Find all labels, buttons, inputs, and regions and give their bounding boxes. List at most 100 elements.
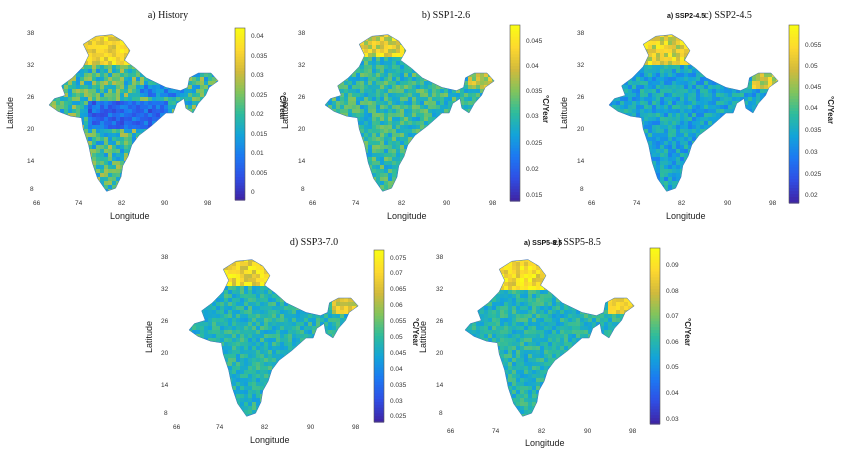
map-cell <box>144 105 149 110</box>
map-cell <box>356 185 361 190</box>
map-cell <box>140 65 145 70</box>
map-cell <box>408 69 413 74</box>
map-cell <box>408 34 413 38</box>
map-cell <box>360 145 365 150</box>
map-cell <box>156 77 161 82</box>
map-cell <box>376 49 381 54</box>
map-cell <box>160 105 165 110</box>
map-cell <box>44 109 48 113</box>
map-cell <box>632 49 637 54</box>
map-cell <box>676 133 681 138</box>
map-cell <box>624 53 629 58</box>
map-cell <box>444 173 449 178</box>
map-cell <box>688 69 693 74</box>
map-cell <box>436 189 441 192</box>
map-cell <box>88 85 93 90</box>
map-cell <box>196 173 201 178</box>
map-cell <box>92 97 97 102</box>
map-cell <box>80 169 85 174</box>
map-cell <box>460 165 465 170</box>
map-cell <box>720 65 725 70</box>
map-cell <box>616 57 621 62</box>
map-cell <box>436 145 441 150</box>
map-cell <box>472 105 477 110</box>
map-cell <box>652 93 657 98</box>
map-cell <box>320 73 324 77</box>
map-cell <box>628 41 633 46</box>
map-cell <box>200 41 205 46</box>
map-cell <box>732 125 737 130</box>
map-cell <box>76 125 81 130</box>
map-cell <box>40 105 44 109</box>
map-cell <box>208 97 213 102</box>
map-cell <box>320 189 324 193</box>
map-cell <box>480 141 485 146</box>
map-cell <box>660 89 665 94</box>
map-cell <box>328 177 333 182</box>
map-cell <box>152 49 157 54</box>
map-cell <box>636 45 641 50</box>
map-cell <box>184 41 189 46</box>
map-cell <box>176 97 181 102</box>
map-cell <box>432 189 437 192</box>
map-ssp126 <box>316 34 495 193</box>
map-cell <box>464 89 469 94</box>
map-cell <box>316 113 320 117</box>
map-cell <box>128 173 133 178</box>
map-cell <box>768 41 773 46</box>
map-cell <box>376 101 381 106</box>
map-cell <box>732 61 737 66</box>
map-cell <box>764 113 769 118</box>
map-cell <box>380 73 385 78</box>
colorbar-swatch <box>235 145 245 149</box>
map-cell <box>49 97 53 102</box>
map-cell <box>192 41 197 46</box>
map-cell <box>128 169 133 174</box>
map-cell <box>380 161 385 166</box>
map-cell <box>744 41 749 46</box>
map-cell <box>144 121 149 126</box>
map-cell <box>440 145 445 150</box>
map-cell <box>364 117 369 122</box>
map-cell <box>112 189 117 192</box>
map-cell <box>96 169 101 174</box>
map-cell <box>772 45 777 50</box>
map-cell <box>396 77 401 82</box>
colorbar-swatch <box>510 168 520 173</box>
map-grid <box>609 34 779 192</box>
map-cell <box>748 53 753 58</box>
map-cell <box>112 161 117 166</box>
map-cell <box>112 77 117 82</box>
map-cell <box>76 149 81 154</box>
map-cell <box>64 101 69 106</box>
map-cell <box>408 161 413 166</box>
map-cell <box>672 93 677 98</box>
map-cell <box>208 169 213 174</box>
map-cell <box>732 137 737 142</box>
map-cell <box>108 185 113 190</box>
map-cell <box>108 34 113 38</box>
map-cell <box>164 117 169 122</box>
map-cell <box>100 65 105 70</box>
map-cell <box>200 189 205 192</box>
map-cell <box>476 73 481 78</box>
map-cell <box>480 177 485 182</box>
map-cell <box>88 49 93 54</box>
map-cell <box>352 153 357 158</box>
map-cell <box>49 181 53 186</box>
map-cell <box>472 189 477 192</box>
map-cell <box>216 133 219 138</box>
map-cell <box>180 105 185 110</box>
map-cell <box>712 117 717 122</box>
map-cell <box>424 153 429 158</box>
map-cell <box>384 117 389 122</box>
map-cell <box>620 49 625 54</box>
map-cell <box>672 37 677 42</box>
map-cell <box>328 105 333 110</box>
map-cell <box>68 105 73 110</box>
map-cell <box>148 165 153 170</box>
map-cell <box>56 89 61 94</box>
colorbar-tick: 0.04 <box>251 33 264 40</box>
map-cell <box>676 93 681 98</box>
map-cell <box>152 37 157 42</box>
